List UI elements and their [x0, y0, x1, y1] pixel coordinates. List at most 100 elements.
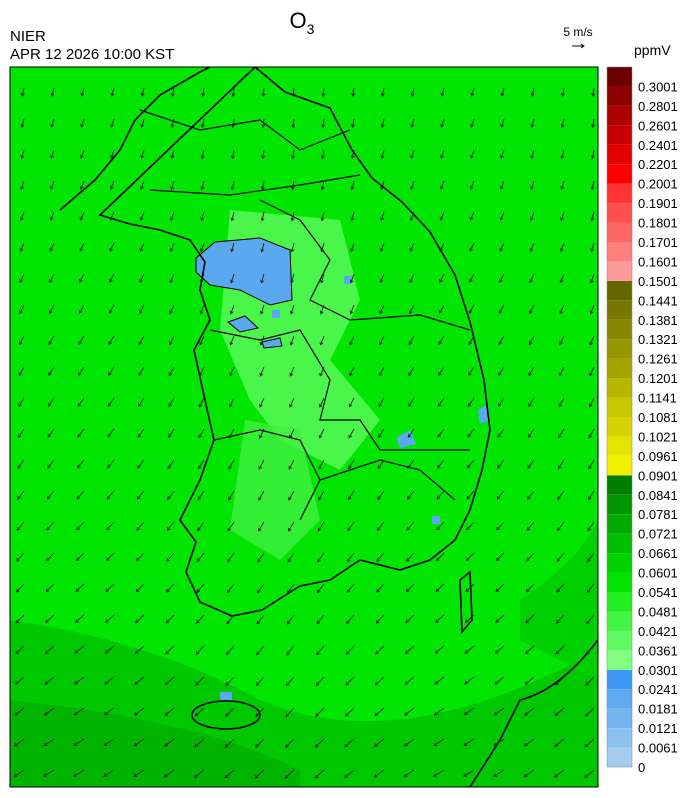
low-zone — [520, 520, 598, 680]
colorbar-label: 0.1501 — [638, 274, 678, 289]
wind-arrow — [470, 118, 475, 128]
wind-arrow — [584, 738, 595, 748]
wind-arrow — [556, 552, 565, 562]
wind-arrow — [347, 490, 355, 501]
wind-arrow — [43, 738, 55, 747]
wind-arrow — [440, 149, 445, 159]
wind-arrow — [586, 583, 595, 594]
wind-arrow — [586, 614, 595, 625]
wind-arrow — [346, 552, 355, 563]
wind-arrow — [79, 242, 85, 252]
wind-arrow — [557, 459, 565, 470]
wind-arrow — [199, 304, 205, 315]
wind-arrow — [559, 304, 565, 315]
wind-arrow — [20, 118, 25, 128]
wind-arrow — [469, 273, 475, 283]
wind-arrow — [404, 707, 415, 716]
wind-arrow — [195, 676, 205, 686]
wind-arrow — [559, 273, 565, 284]
wind-arrow — [285, 707, 295, 718]
wind-arrow — [109, 180, 115, 190]
wind-arrow — [344, 707, 355, 717]
wind-arrow — [258, 459, 265, 470]
title-subscript: 3 — [307, 21, 315, 37]
wind-arrow — [437, 397, 445, 407]
wind-arrow — [351, 87, 356, 97]
wind-arrow — [378, 397, 385, 408]
wind-arrow — [136, 490, 145, 500]
colorbar-label: 0.1801 — [638, 216, 678, 231]
wind-arrow — [14, 676, 25, 685]
wind-arrow — [526, 521, 535, 531]
colorbar-swatch — [607, 397, 632, 417]
wind-arrow — [255, 738, 265, 748]
wind-arrow — [194, 738, 205, 748]
colorbar-label: 0.0181 — [638, 702, 678, 717]
colorbar-swatch — [607, 86, 632, 106]
wind-arrow — [43, 707, 55, 716]
wind-arrow — [103, 769, 115, 777]
wind-arrow — [291, 87, 296, 97]
wind-arrow — [75, 583, 85, 593]
wind-arrow — [314, 738, 325, 748]
wind-arrow — [133, 738, 145, 747]
wind-arrow — [376, 552, 385, 562]
wind-arrow — [19, 242, 25, 253]
province-border — [139, 109, 471, 521]
wind-arrow — [469, 242, 475, 252]
wind-arrow — [288, 428, 295, 439]
wind-arrow — [470, 87, 475, 97]
wind-arrow — [134, 707, 145, 716]
wind-arrow — [494, 676, 505, 685]
wind-arrow — [374, 738, 385, 747]
wind-arrow — [258, 428, 265, 439]
wind-arrow — [136, 552, 145, 562]
wind-arrow — [496, 521, 505, 531]
wind-arrow — [406, 521, 415, 531]
wind-arrow — [554, 676, 565, 686]
wind-arrow — [499, 211, 505, 221]
colorbar-label: 0.1021 — [638, 429, 678, 444]
wind-arrow — [553, 769, 565, 778]
wind-arrow — [260, 273, 265, 284]
wind-arrow — [437, 428, 445, 438]
wind-arrow — [200, 242, 205, 253]
colorbar-swatch — [607, 319, 632, 340]
colorbar-swatch — [607, 203, 632, 223]
wind-arrow — [350, 149, 355, 160]
wind-arrow — [558, 397, 565, 408]
colorbar-label: 0.1901 — [638, 196, 678, 211]
wind-arrow — [348, 459, 355, 470]
wind-arrow — [585, 676, 595, 686]
wind-arrow — [255, 707, 265, 718]
wind-arrow — [47, 459, 55, 469]
wind-arrow — [433, 769, 445, 777]
wind-arrow — [500, 118, 505, 128]
wind-arrow — [587, 490, 595, 501]
wind-arrow — [20, 149, 25, 159]
wind-arrow — [346, 583, 355, 594]
wind-arrow — [257, 583, 265, 594]
wind-arrow — [350, 242, 355, 253]
wind-arrow — [78, 335, 85, 345]
wind-arrow — [78, 304, 85, 314]
wind-arrow — [375, 645, 385, 655]
wind-arrow — [527, 428, 535, 438]
wind-arrow — [286, 645, 295, 656]
wind-arrow — [225, 707, 235, 717]
wind-arrow — [20, 87, 25, 97]
wind-arrow — [228, 428, 235, 439]
wind-arrow — [316, 614, 325, 625]
wind-arrow — [73, 738, 85, 746]
wind-arrow — [290, 180, 295, 191]
wind-arrow — [168, 366, 175, 377]
wind-arrow — [255, 676, 265, 687]
wind-arrow — [440, 118, 445, 128]
wind-arrow — [500, 87, 505, 97]
wind-arrow — [198, 428, 205, 439]
wind-arrow — [560, 149, 565, 160]
wind-arrow — [555, 614, 565, 624]
wind-arrow — [319, 304, 325, 315]
wind-arrow — [381, 87, 385, 97]
wind-arrow — [530, 87, 535, 97]
